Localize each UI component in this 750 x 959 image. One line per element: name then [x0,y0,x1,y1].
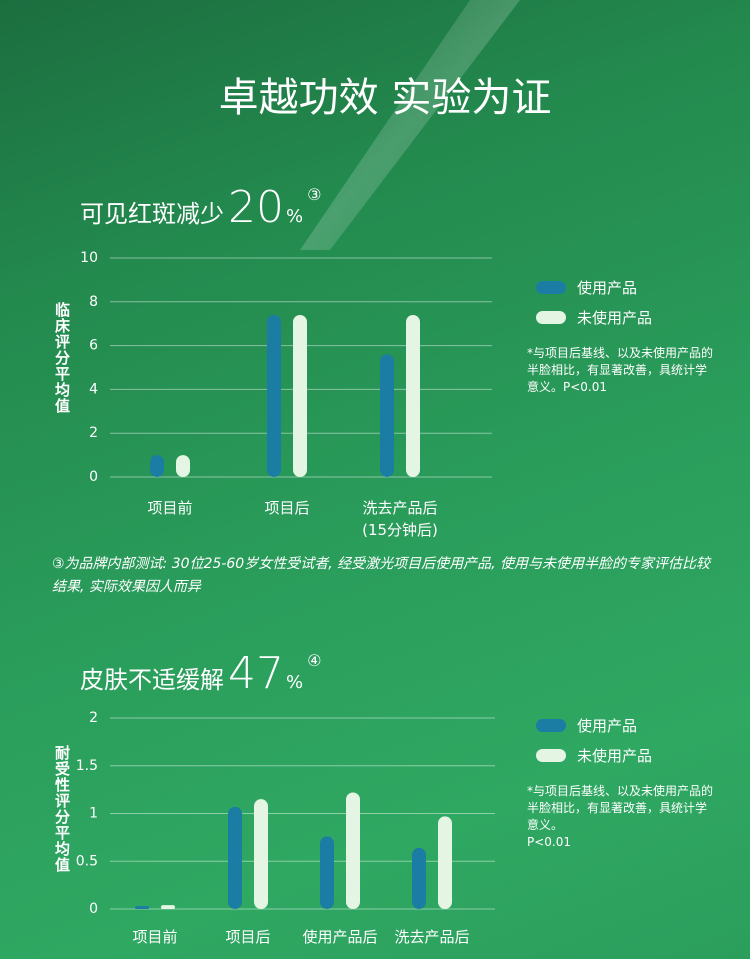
legend-swatch [536,281,566,294]
chart-title-row: 可见红斑减少 20% ③ [80,182,321,233]
bar [176,455,190,477]
chart-title-row: 皮肤不适缓解 47% ④ [80,648,321,699]
bar [412,847,426,909]
y-axis-label: 临床评分平均值 [53,302,71,414]
bar [406,314,420,477]
x-tick-label: 项目前 [132,928,178,946]
legend-label: 使用产品 [577,279,638,297]
headline-unit: % [286,206,304,227]
y-tick-label: 1 [89,806,98,822]
chart-title: 可见红斑减少 [80,200,224,228]
x-tick-label: 洗去产品后 [394,928,470,946]
significance-note: *与项目后基线、以及未使用产品的半脸相比，有显著改善，具统计学意义。P<0.01 [527,346,714,394]
y-axis-label: 耐受性评分平均值 [53,745,71,873]
x-tick-label: 使用产品后 [302,928,378,946]
y-tick-label: 1.5 [76,758,98,774]
headline-value: 47 [228,648,284,699]
x-tick-label: 项目前 [147,499,193,517]
y-tick-label: 0 [89,901,98,917]
x-tick-label: 项目后 [225,928,271,946]
y-tick-label: 0.5 [76,853,98,869]
bar [254,799,268,909]
legend-label: 未使用产品 [577,309,653,327]
bar [320,836,334,909]
x-tick-label: 项目后 [264,499,310,517]
y-tick-label: 0 [89,469,98,485]
legend-swatch [536,749,566,762]
y-tick-label: 10 [80,250,98,266]
y-tick-label: 2 [89,425,98,441]
bar [135,906,149,909]
bar [267,314,281,477]
legend-swatch [536,311,566,324]
legend-label: 使用产品 [577,717,638,735]
legend-swatch [536,719,566,732]
bar [346,792,360,909]
y-tick-label: 4 [89,381,98,397]
y-tick-label: 8 [89,294,98,310]
y-tick-label: 6 [89,338,98,354]
bar [438,816,452,909]
light-streak [300,0,520,250]
x-tick-label: 洗去产品后 (15分钟后) [362,499,438,539]
headline-unit: % [286,672,304,693]
page-title: 卓越功效 实验为证 [219,75,552,121]
bar [161,905,175,909]
headline-value: 20 [228,182,284,233]
bar [380,354,394,477]
legend-label: 未使用产品 [577,747,653,765]
significance-note: *与项目后基线、以及未使用产品的半脸相比，有显著改善，具统计学意义。 P<0.0… [527,784,714,849]
y-tick-label: 2 [89,710,98,726]
note-mark: ③ [307,185,322,204]
note-mark: ④ [307,651,322,670]
bar [150,455,164,477]
footnote: ③为品牌内部测试: 30位25-60岁女性受试者, 经受激光项目后使用产品, 使… [52,556,711,595]
bar [228,806,242,909]
bar [293,314,307,477]
chart-title: 皮肤不适缓解 [80,666,224,694]
